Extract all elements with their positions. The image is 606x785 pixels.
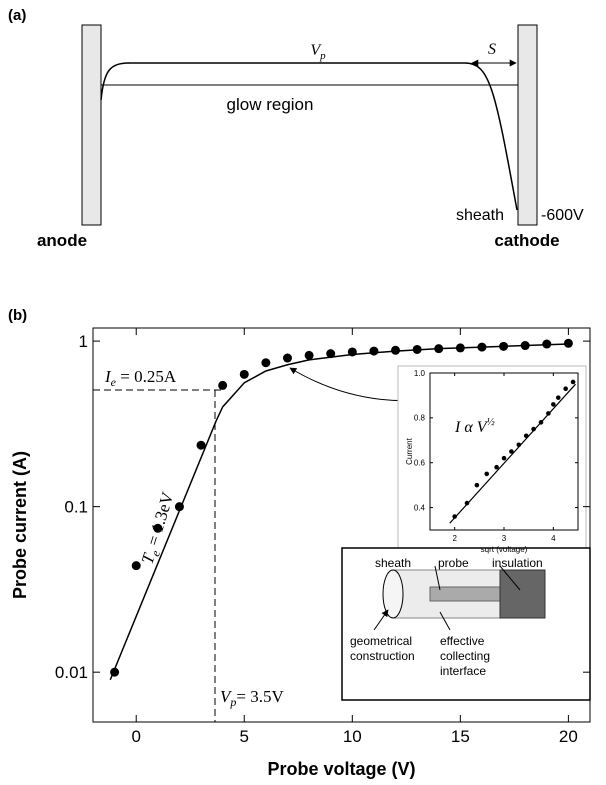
y-tick-label: 0.01 [55,663,88,682]
data-point [509,449,514,454]
s-label: S [488,41,496,58]
data-point [326,349,336,359]
y-tick-label: 0.1 [64,498,88,517]
data-point [563,338,573,348]
geometry-text: geometrical [350,634,412,648]
panel-label: (a) [8,7,26,24]
data-point [391,345,401,355]
probe-text: probe [438,556,469,570]
data-point [501,455,507,461]
insulation-leader [499,565,521,591]
x-tick-label: 2 [452,534,457,543]
glow-label: glow region [227,95,314,114]
data-point [484,471,490,477]
panel-a: (a) Vp S glow region sheath -600V anode … [8,7,584,250]
probe-leader [434,565,441,591]
fit-line [109,420,217,681]
y-tick-label: 1.0 [414,369,426,378]
x-tick-label: 10 [343,727,362,746]
data-point [304,350,314,360]
data-point [531,426,536,432]
insulation-text: insulation [492,556,543,570]
data-point [563,386,568,392]
effective-text: effective [440,634,485,648]
data-point [369,346,379,356]
geometry-leader [373,609,389,631]
ie-annotation: Ie = 0.25A [104,367,177,389]
data-point [239,369,249,379]
data-point [474,482,480,488]
x-tick-label: 3 [502,534,507,543]
effective-text: collecting [440,649,490,663]
fit-line [449,383,576,524]
voltage-label: -600V [541,207,584,224]
x-axis-label: sqrt (voltage) [481,545,528,554]
data-point [131,561,141,571]
x-tick-label: 20 [559,727,578,746]
data-point [218,380,228,390]
anode-label: anode [37,231,87,250]
x-tick-label: 5 [240,727,249,746]
cathode-label: cathode [494,231,559,250]
inset-frame [397,365,587,559]
x-axis-label: Probe voltage (V) [267,759,415,779]
data-point [570,379,576,385]
plot-frame [92,327,591,723]
data-point [452,514,457,519]
insulation-block [499,569,546,619]
y-axis-label: Current [405,437,414,464]
x-tick-label: 0 [131,727,140,746]
data-point [542,339,552,349]
fit-line [215,343,569,422]
y-axis-label: Probe current (A) [10,451,30,599]
power-law: I α V½ [454,416,495,436]
x-tick-label: 15 [451,727,470,746]
sheath-end [382,569,404,619]
effective-leader [439,611,451,631]
data-point [153,523,163,533]
cathode-plate [517,24,538,226]
probe-diagram: sheath probe insulation geometrical cons… [341,547,591,701]
data-point [555,395,561,400]
y-tick-label: 1 [79,332,88,351]
geometry-text: construction [350,649,415,663]
data-point [196,440,206,450]
y-tick-label: 0.4 [414,503,426,512]
x-tick-label: 4 [551,534,556,543]
effective-text: interface [440,664,486,678]
y-tick-label: 0.6 [414,459,426,468]
y-tick-label: 0.8 [414,414,426,423]
data-point [282,353,292,363]
vp-label: Vp [310,42,326,62]
anode-plate [81,24,102,226]
data-point [261,358,271,368]
data-point [464,500,470,506]
panel-label: (b) [8,307,27,324]
data-point [551,402,556,407]
sheath-label: sheath [456,207,504,224]
sheath-text: sheath [375,556,411,570]
data-point [494,464,499,470]
vp-annotation: Vp= 3.5V [220,687,284,709]
